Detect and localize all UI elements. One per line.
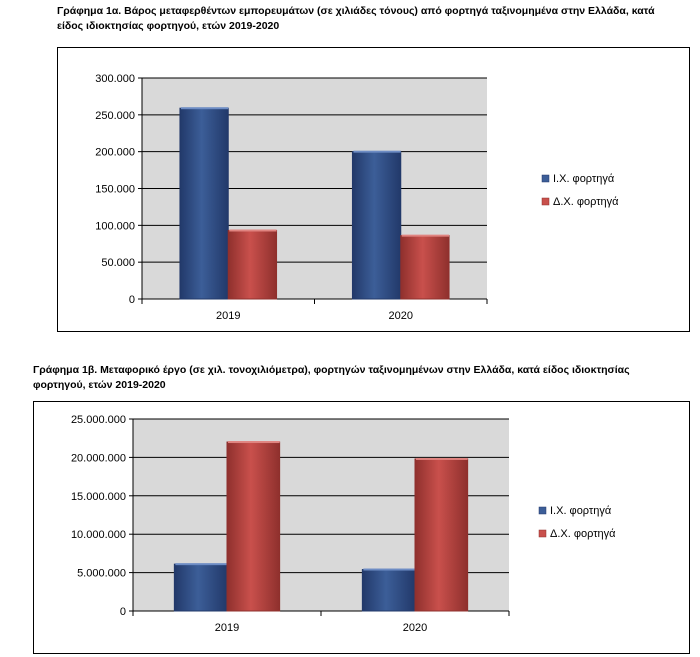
y-tick-label: 200.000 (95, 147, 135, 159)
bar-top-highlight (363, 568, 415, 571)
bar-top-highlight (353, 150, 401, 153)
chart2-caption-line1: Γράφημα 1β. Μεταφορικό έργο (σε χιλ. τον… (33, 364, 630, 376)
bar-dx-2019 (226, 441, 281, 612)
bar-top-highlight (180, 107, 229, 110)
y-tick-label: 0 (120, 606, 126, 618)
chart2-svg: 0 5.000.000 10.000.000 15.000.000 20.000.000… (71, 414, 616, 634)
x-tick-label: 2019 (215, 622, 239, 634)
y-tick-label: 25.000.000 (71, 414, 126, 426)
y-tick-label: 250.000 (95, 110, 135, 122)
bar-ix-2020 (351, 151, 402, 300)
y-tick-label: 5.000.000 (77, 568, 126, 580)
legend-label-ix: Ι.Χ. φορτηγά (553, 173, 615, 185)
chart1-caption-line2: είδος ιδιοκτησίας φορτηγού, ετών 2019-20… (57, 20, 280, 32)
y-tick-label: 20.000.000 (71, 452, 126, 464)
y-tick-label: 15.000.000 (71, 491, 126, 503)
bar-dx-2020 (414, 458, 469, 612)
bar-dx-2019 (227, 229, 278, 300)
bar-ix-2019 (179, 107, 229, 300)
bar-top-highlight (228, 441, 280, 444)
bar-top-highlight (175, 563, 227, 566)
bar-top-highlight (229, 229, 277, 232)
y-tick-label: 300.000 (95, 73, 135, 85)
legend-label-ix: Ι.Χ. φορτηγά (550, 505, 612, 517)
y-tick-label: 10.000.000 (71, 529, 126, 541)
y-tick-label: 0 (129, 294, 135, 306)
chart1-svg: 0 50.000 100.000 150.000 200.000 250.000 300.0… (95, 73, 619, 322)
chart2-caption: Γράφημα 1β. Μεταφορικό έργο (σε χιλ. τον… (33, 363, 688, 393)
bar-dx-2020 (400, 235, 450, 300)
y-tick-label: 150.000 (95, 184, 135, 196)
legend-swatch-ix (538, 506, 547, 515)
y-tick-label: 50.000 (101, 257, 135, 269)
chart2-frame: 0 5.000.000 10.000.000 15.000.000 20.000.000… (33, 401, 690, 654)
bar-top-highlight (416, 457, 468, 460)
chart1-caption-line1: Γράφημα 1α. Βάρος μεταφερθέντων εμπορευμ… (57, 5, 655, 17)
chart2-caption-line2: φορτηγού, ετών 2019-2020 (33, 379, 166, 391)
x-tick-label: 2019 (216, 310, 240, 322)
x-tick-label: 2020 (403, 622, 427, 634)
legend-swatch-dx (541, 197, 550, 206)
x-tick-label: 2020 (389, 310, 413, 322)
bar-top-highlight (401, 234, 450, 237)
chart1-caption: Γράφημα 1α. Βάρος μεταφερθέντων εμπορευμ… (57, 4, 682, 34)
legend-label-dx: Δ.Χ. φορτηγά (550, 528, 616, 540)
y-tick-label: 100.000 (95, 220, 135, 232)
legend-label-dx: Δ.Χ. φορτηγά (553, 196, 619, 208)
legend-swatch-dx (538, 529, 547, 538)
legend-swatch-ix (541, 174, 550, 183)
chart1-frame: 0 50.000 100.000 150.000 200.000 250.000 300.0… (57, 47, 690, 332)
bar-ix-2019 (173, 563, 228, 612)
bar-ix-2020 (361, 569, 416, 612)
